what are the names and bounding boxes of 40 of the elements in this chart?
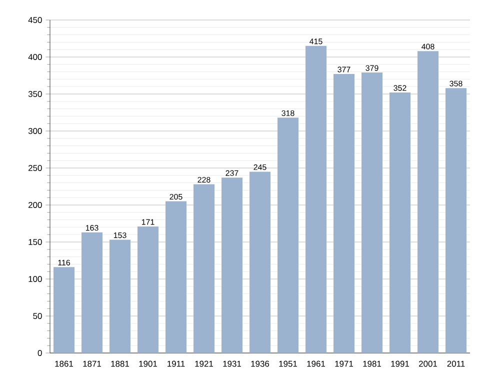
- y-tick-label: 150: [28, 239, 42, 245]
- x-tick-label: 2001: [419, 360, 438, 367]
- x-tick-label: 2011: [447, 360, 465, 367]
- bar: [306, 46, 327, 353]
- y-tick-label: 250: [28, 165, 42, 171]
- x-tick-label: 1936: [251, 360, 270, 367]
- bar: [390, 92, 411, 353]
- x-tick-label: 1871: [83, 360, 102, 367]
- x-tick-label: 1931: [223, 360, 242, 367]
- bar: [446, 88, 467, 353]
- y-tick-label: 200: [28, 202, 42, 208]
- x-tick-label: 1951: [279, 360, 298, 367]
- y-tick-label: 100: [28, 276, 42, 282]
- y-tick-label: 350: [28, 91, 42, 97]
- bar: [138, 226, 158, 353]
- y-tick-label: 400: [28, 54, 42, 60]
- x-tick-label: 1971: [335, 360, 354, 367]
- x-tick-label: 1981: [363, 360, 382, 367]
- x-tick-label: 1881: [111, 360, 130, 367]
- bar: [278, 118, 299, 353]
- y-tick-label: 50: [33, 313, 42, 319]
- x-tick-label: 1861: [55, 360, 74, 367]
- bar: [110, 240, 130, 353]
- bar: [250, 172, 271, 353]
- y-tick-label: 300: [28, 128, 42, 134]
- x-tick-label: 1921: [195, 360, 214, 367]
- bar: [194, 184, 215, 353]
- y-tick-label: 0: [38, 350, 42, 356]
- bar: [418, 51, 439, 353]
- x-tick-label: 1901: [139, 360, 158, 367]
- y-tick-label: 450: [28, 17, 42, 23]
- x-tick-label: 1991: [391, 360, 410, 367]
- bar: [222, 178, 243, 353]
- x-tick-label: 1961: [307, 360, 326, 367]
- bar: [82, 232, 102, 353]
- bar: [54, 267, 74, 353]
- bar: [362, 72, 383, 353]
- x-tick-label: 1911: [168, 360, 185, 367]
- bar: [334, 74, 355, 353]
- bar: [166, 201, 187, 353]
